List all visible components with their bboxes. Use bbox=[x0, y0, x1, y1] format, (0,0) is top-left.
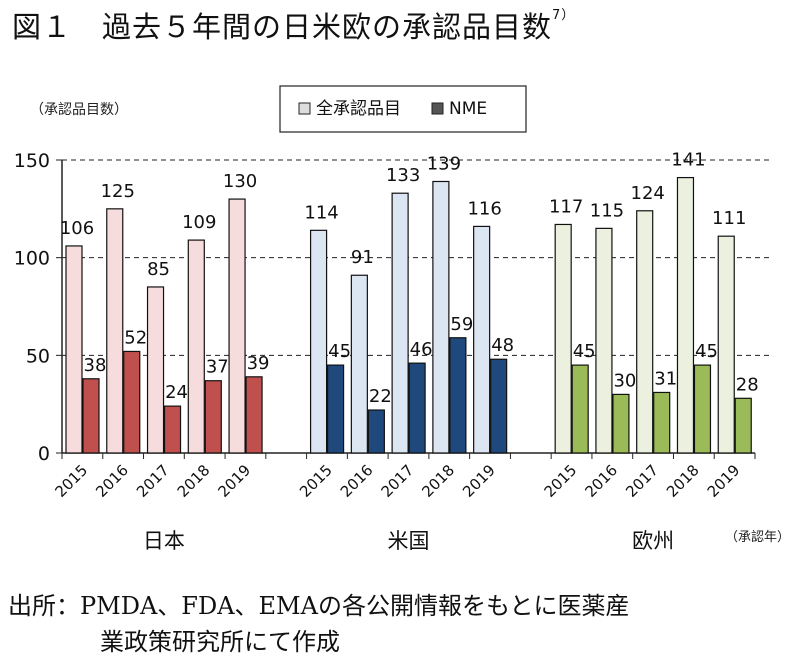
data-label-nme: 48 bbox=[491, 335, 514, 356]
bar-nme-2016 bbox=[367, 409, 385, 454]
data-label-all: 116 bbox=[467, 198, 501, 219]
source-line-1: PMDA、FDA、EMAの各公開情報をもとに医薬産 bbox=[80, 592, 630, 620]
data-label-all: 115 bbox=[590, 200, 624, 221]
x-tick-label: 2015 bbox=[51, 461, 91, 501]
bar-nme-2016 bbox=[612, 393, 630, 454]
data-label-all: 125 bbox=[101, 181, 135, 202]
source-note: 出所：PMDA、FDA、EMAの各公開情報をもとに医薬産 業政策研究所にて作成 bbox=[8, 588, 629, 660]
data-label-nme: 38 bbox=[84, 355, 107, 376]
data-label-all: 133 bbox=[386, 165, 420, 186]
legend-box bbox=[279, 85, 527, 133]
data-label-all: 117 bbox=[549, 196, 583, 217]
bar-nme-2017 bbox=[163, 405, 182, 454]
bar-nme-2016 bbox=[123, 350, 141, 454]
data-label-nme: 22 bbox=[369, 386, 392, 407]
x-axis-label: （承認年） bbox=[725, 529, 790, 545]
bar-nme-2018 bbox=[204, 380, 222, 454]
bar-all-2017 bbox=[146, 286, 165, 454]
legend-label-nme: NME bbox=[449, 99, 487, 119]
x-tick-label: 2016 bbox=[92, 461, 132, 501]
data-label-nme: 46 bbox=[410, 339, 433, 360]
title-text: 図１ 過去５年間の日米欧の承認品目数 bbox=[12, 10, 553, 44]
title-reference: 7） bbox=[552, 8, 576, 23]
y-tick-label: 100 bbox=[14, 248, 50, 270]
bar-all-2015 bbox=[309, 229, 328, 454]
source-label: 出所： bbox=[8, 592, 80, 620]
data-label-all: 130 bbox=[223, 171, 257, 192]
x-tick-label: 2018 bbox=[418, 461, 458, 501]
bar-nme-2019 bbox=[490, 358, 508, 454]
bar-all-2016 bbox=[595, 227, 613, 454]
data-label-nme: 28 bbox=[736, 374, 759, 395]
data-label-nme: 52 bbox=[124, 327, 147, 348]
y-tick-label: 0 bbox=[38, 443, 50, 465]
data-label-nme: 31 bbox=[654, 368, 677, 389]
bar-all-2015 bbox=[554, 223, 572, 454]
source-line-2: 業政策研究所にて作成 bbox=[100, 628, 340, 656]
group-label: 米国 bbox=[388, 529, 430, 553]
data-label-all: 91 bbox=[351, 247, 374, 268]
bar-nme-2015 bbox=[571, 364, 589, 454]
bar-all-2019 bbox=[228, 198, 246, 454]
bar-all-2019 bbox=[717, 235, 735, 454]
bar-nme-2018 bbox=[693, 364, 712, 454]
bar-all-2018 bbox=[187, 239, 205, 454]
x-tick-label: 2019 bbox=[459, 461, 499, 501]
bar-all-2016 bbox=[350, 274, 368, 454]
data-label-nme: 39 bbox=[247, 353, 270, 374]
legend-label-all: 全承認品目 bbox=[316, 99, 401, 119]
x-tick-label: 2016 bbox=[581, 461, 621, 501]
x-tick-label: 2016 bbox=[337, 461, 377, 501]
x-tick-label: 2019 bbox=[704, 461, 744, 501]
group-label: 欧州 bbox=[632, 529, 674, 553]
data-label-all: 106 bbox=[60, 218, 94, 239]
legend-swatch-all bbox=[298, 102, 311, 115]
data-label-nme: 59 bbox=[450, 314, 473, 335]
x-tick-label: 2018 bbox=[663, 461, 703, 501]
bar-all-2017 bbox=[391, 192, 409, 454]
bar-nme-2017 bbox=[653, 391, 671, 454]
x-tick-label: 2017 bbox=[378, 461, 418, 501]
bar-all-2015 bbox=[65, 245, 83, 454]
data-label-all: 85 bbox=[147, 259, 170, 280]
x-tick-label: 2018 bbox=[174, 461, 214, 501]
x-tick-label: 2017 bbox=[622, 461, 662, 501]
bar-nme-2018 bbox=[449, 337, 467, 454]
data-label-nme: 30 bbox=[613, 370, 636, 391]
data-label-all: 124 bbox=[631, 183, 665, 204]
bar-all-2016 bbox=[106, 208, 124, 454]
data-label-all: 139 bbox=[427, 153, 461, 174]
x-tick-label: 2017 bbox=[133, 461, 173, 501]
bar-nme-2019 bbox=[245, 376, 263, 454]
y-tick-label: 50 bbox=[26, 345, 50, 367]
bar-all-2017 bbox=[636, 210, 654, 454]
data-label-all: 114 bbox=[304, 202, 338, 223]
data-label-nme: 45 bbox=[695, 341, 718, 362]
data-label-all: 111 bbox=[712, 208, 746, 229]
group-label: 日本 bbox=[143, 529, 185, 553]
data-label-all: 141 bbox=[671, 150, 705, 171]
data-label-all: 109 bbox=[182, 212, 216, 233]
data-label-nme: 24 bbox=[165, 382, 188, 403]
chart-title: 図１ 過去５年間の日米欧の承認品目数7） bbox=[12, 4, 575, 46]
bar-nme-2019 bbox=[734, 397, 752, 454]
bar-all-2019 bbox=[473, 225, 491, 454]
y-axis-label: （承認品目数） bbox=[30, 102, 128, 118]
bar-nme-2015 bbox=[326, 364, 345, 454]
x-tick-label: 2015 bbox=[541, 461, 581, 501]
bar-nme-2017 bbox=[408, 362, 426, 454]
x-tick-label: 2015 bbox=[296, 461, 336, 501]
x-tick-label: 2019 bbox=[215, 461, 255, 501]
bar-all-2018 bbox=[676, 176, 695, 454]
data-label-nme: 45 bbox=[573, 341, 596, 362]
bar-chart: （承認品目数） 0 50 100 150 全承認品目 NME 106 38 2015 125 52 20… bbox=[14, 85, 790, 553]
y-tick-label: 150 bbox=[14, 150, 50, 172]
bar-nme-2015 bbox=[82, 378, 100, 454]
legend-swatch-nme bbox=[431, 102, 444, 115]
data-label-nme: 45 bbox=[328, 341, 351, 362]
data-label-nme: 37 bbox=[206, 357, 229, 378]
bar-all-2018 bbox=[432, 180, 450, 454]
